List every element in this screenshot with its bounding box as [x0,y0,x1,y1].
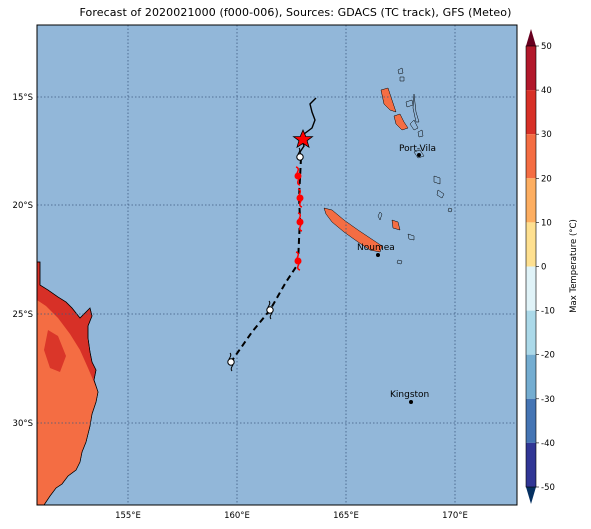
colorbar-segment [526,354,536,399]
colorbar-segment [526,310,536,355]
colorbar-segment [526,266,536,311]
storm-symbol-icon [296,212,304,232]
lat-label-15s: 15°S [13,93,33,103]
graticule [37,25,517,505]
colorbar-tick-label: -10 [541,307,555,317]
colorbar-segment [526,178,536,223]
vanuatu-islands [380,67,453,213]
colorbar-tick-label: -30 [541,395,555,405]
map-border [36,24,518,506]
colorbar-tick-label: 40 [541,86,552,96]
lon-label-160e: 160°E [224,511,250,521]
lon-label-165e: 165°E [333,511,359,521]
colorbar-label: Max Temperature (°C) [569,219,579,313]
colorbar-segment [526,398,536,443]
storm-symbol-icon [294,251,302,271]
colorbar-tick-label: 50 [541,42,552,52]
current-position-star-icon [292,128,314,149]
new-caledonia-land [323,207,415,265]
depression-symbol-icon [296,147,304,161]
colorbar-tick-label: 0 [541,263,546,273]
lon-label-155e: 155°E [115,511,141,521]
lat-label-20s: 20°S [13,201,33,211]
lon-label-170e: 170°E [442,511,468,521]
colorbar-segment [526,134,536,179]
map-title: Forecast of 2020021000 (f000-006), Sourc… [79,6,512,19]
tropical-storm-symbols [294,166,304,271]
colorbar-tick-label: -50 [541,483,555,493]
kingston-dot [409,400,413,404]
place-markers: Port-Vila Noumea Kingston [357,144,436,404]
storm-symbol-icon [296,188,304,208]
colorbar-min-arrow [526,487,536,504]
port-vila-dot [417,153,421,157]
colorbar-segment [526,46,536,91]
colorbar-tick-label: 30 [541,130,552,140]
lat-label-30s: 30°S [13,419,33,429]
observed-track-line [299,97,317,159]
colorbar-segment [526,442,536,487]
colorbar-tick-label: -40 [541,439,555,449]
noumea-dot [376,253,380,257]
colorbar-max-arrow [526,29,536,46]
ocean-area [37,25,517,505]
lat-label-25s: 25°S [13,310,33,320]
colorbar-segment [526,222,536,267]
forecast-track-line [230,157,302,363]
colorbar-tick-label: -20 [541,351,555,361]
australia-land [36,261,99,506]
storm-symbol-icon [294,166,302,186]
colorbar-segment [526,90,536,135]
colorbar: 50 40 30 20 10 0 -10 -20 -30 -40 -50 Max Temperatu… [525,29,579,504]
colorbar-tick-label: 10 [541,218,552,228]
depression-symbol-icon [266,300,274,320]
depression-symbol-icon [227,352,235,372]
place-label-noumea: Noumea [357,243,395,253]
colorbar-tick-label: 20 [541,174,552,184]
place-label-port-vila: Port-Vila [399,144,436,154]
place-label-kingston: Kingston [390,390,429,400]
depression-symbols [227,147,304,372]
